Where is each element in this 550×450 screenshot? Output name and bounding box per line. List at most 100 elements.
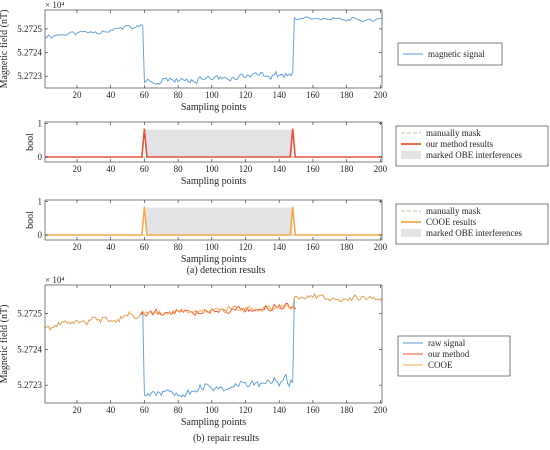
x-tick-label: 40 <box>106 90 116 100</box>
detection-result-line <box>45 128 382 158</box>
x-tick-label: 40 <box>106 164 116 174</box>
x-tick-label: 80 <box>174 405 184 415</box>
legend-label: manually mask <box>426 206 481 216</box>
legend-box <box>397 42 503 66</box>
series-line-1-segment-3 <box>294 16 382 22</box>
x-tick-label: 100 <box>205 164 219 174</box>
detection-caption: (a) detection results <box>187 265 266 276</box>
our-method-detection-panel: 20 40 60 80 100 120 140 160 180 200 0 1 Sampling poi… <box>25 119 549 187</box>
x-tick-label: 100 <box>205 405 219 415</box>
legend-box <box>395 125 549 167</box>
y-tick-label: 5.2725 <box>17 309 42 319</box>
y-exponent-label: × 10⁴ <box>45 0 64 10</box>
x-tick-label: 180 <box>340 90 354 100</box>
y-tick-label: 5.2724 <box>17 344 42 354</box>
repair-caption: (b) repair results <box>193 433 259 444</box>
x-tick-label: 160 <box>306 164 320 174</box>
x-tick-label: 120 <box>239 405 253 415</box>
legend-swatch-patch <box>401 151 421 159</box>
x-tick-label: 40 <box>106 242 116 252</box>
legend-label: our method results <box>426 139 493 149</box>
series-line-3-segment-2 <box>144 304 294 317</box>
y-axis-label: bool <box>25 133 36 151</box>
repair-results-panel: 20 40 60 80 100 120 140 160 180 200 5.2723 5.2724 5.… <box>0 275 511 428</box>
x-tick-label: 120 <box>239 242 253 252</box>
series-line-1-segment-1 <box>45 310 144 331</box>
y-tick-label: 5.2725 <box>17 24 42 34</box>
series-line-1-segment-2 <box>144 70 294 85</box>
x-tick-label: 20 <box>73 164 83 174</box>
series-jump-1-1 <box>142 310 145 396</box>
x-tick-label: 60 <box>140 405 150 415</box>
y-tick-label: 1 <box>38 119 43 129</box>
y-tick-label: 5.2723 <box>17 380 42 390</box>
x-axis-label: Sampling points <box>181 417 246 428</box>
x-tick-label: 60 <box>140 242 150 252</box>
x-tick-label: 180 <box>340 164 354 174</box>
y-axis-label: Magnetic field (nT) <box>0 10 10 89</box>
y-tick-label: 5.2724 <box>17 48 42 58</box>
cooe-detection-panel: 20 40 60 80 100 120 140 160 180 200 0 1 Sampling poi… <box>25 197 549 265</box>
series-line-1-segment-1 <box>45 24 143 39</box>
x-tick-label: 160 <box>306 405 320 415</box>
legend-label: manually mask <box>426 128 481 138</box>
x-tick-label: 40 <box>106 405 116 415</box>
legend-label: marked OBE interferences <box>426 228 522 238</box>
legend-box <box>395 203 549 245</box>
legend-label: magnetic signal <box>428 49 485 59</box>
magnetic-signal-panel: 20 40 60 80 100 120 140 160 180 200 5.2723 5.2724 5.… <box>0 0 503 113</box>
y-tick-label: 5.2723 <box>17 71 42 81</box>
series-jump-3-2 <box>292 297 295 308</box>
x-tick-label: 200 <box>374 164 388 174</box>
x-tick-label: 200 <box>374 90 388 100</box>
x-tick-label: 140 <box>272 242 286 252</box>
x-axis-label: Sampling points <box>181 102 246 113</box>
x-tick-label: 120 <box>239 90 253 100</box>
x-tick-label: 20 <box>73 90 83 100</box>
y-axis-label: bool <box>25 211 36 229</box>
axes-box <box>44 284 383 404</box>
plot-area <box>45 128 382 158</box>
x-tick-label: 80 <box>174 242 184 252</box>
y-axis-label: Magnetic field (nT) <box>0 305 10 384</box>
series-line-3-segment-3 <box>294 293 382 302</box>
x-axis-label: Sampling points <box>181 254 246 265</box>
x-tick-label: 60 <box>140 164 150 174</box>
legend-swatch-patch <box>401 229 421 237</box>
x-tick-label: 80 <box>174 90 184 100</box>
axes-box <box>44 199 383 241</box>
plot-area <box>45 16 382 85</box>
x-axis-label: Sampling points <box>181 176 246 187</box>
series-line-3-segment-1 <box>45 310 144 331</box>
plot-area <box>45 206 382 236</box>
x-tick-label: 200 <box>374 242 388 252</box>
x-tick-label: 100 <box>205 242 219 252</box>
legend: magnetic signal <box>397 42 503 66</box>
x-tick-label: 140 <box>272 405 286 415</box>
legend-label: COOE results <box>426 217 477 227</box>
legend-label: our method <box>428 349 470 359</box>
x-tick-label: 140 <box>272 90 286 100</box>
x-tick-label: 20 <box>73 242 83 252</box>
legend-box <box>397 335 511 377</box>
series-jump-1-1 <box>142 25 145 83</box>
series-line-2-segment-1 <box>140 302 297 317</box>
y-tick-label: 0 <box>38 230 43 240</box>
x-tick-label: 80 <box>174 164 184 174</box>
y-tick-label: 1 <box>38 197 43 207</box>
x-tick-label: 160 <box>306 90 320 100</box>
legend-label: marked OBE interferences <box>426 150 522 160</box>
y-tick-label: 0 <box>38 152 43 162</box>
series-jump-1-2 <box>292 297 295 383</box>
obe-interference-region <box>146 129 293 157</box>
legend-label: raw signal <box>428 338 466 348</box>
x-tick-label: 140 <box>272 164 286 174</box>
legend-label: COOE <box>428 360 453 370</box>
x-tick-label: 120 <box>239 164 253 174</box>
detection-result-line <box>45 206 382 236</box>
x-tick-label: 200 <box>374 405 388 415</box>
series-jump-3-1 <box>142 310 145 316</box>
